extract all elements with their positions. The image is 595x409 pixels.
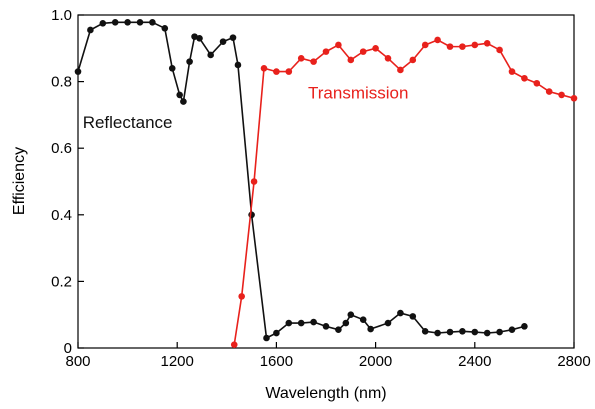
reflectance-point [186,58,193,65]
series-transmission: Transmission [230,36,578,348]
reflectance-point [384,319,392,327]
reflectance-point [508,326,516,333]
reflectance-point [367,325,374,333]
reflectance-point [168,64,176,72]
x-tick-label: 2800 [557,353,590,370]
reflectance-point [496,328,503,336]
transmission-point [250,178,258,185]
reflectance-point [248,211,255,219]
reflectance-point [191,33,198,40]
reflectance-point [310,318,317,326]
reflectance-label: Reflectance [83,113,173,132]
transmission-point [230,341,238,348]
reflectance-point [87,26,94,34]
reflectance-point [446,328,454,336]
reflectance-point [180,98,187,105]
transmission-point [533,79,541,87]
x-tick-label: 2400 [458,353,491,370]
transmission-point [359,48,367,55]
transmission-point [335,41,342,49]
y-tick-label: 0 [64,340,72,357]
transmission-point [322,48,330,55]
transmission-point [446,43,454,50]
transmission-label: Transmission [308,83,408,102]
transmission-point [310,58,317,65]
series-reflectance: Reflectance [74,19,528,342]
transmission-point [409,56,417,64]
reflectance-point [397,309,404,317]
transmission-point [372,45,379,52]
reflectance-point [335,326,342,333]
reflectance-line [77,21,525,339]
x-axis-label: Wavelength (nm) [265,385,386,402]
reflectance-point [99,20,107,27]
transmission-point [297,54,305,62]
y-tick-label: 0.6 [51,140,72,157]
transmission-point [384,54,392,62]
reflectance-point [136,19,144,26]
x-tick-label: 1200 [161,353,194,370]
transmission-point [347,56,355,64]
y-tick-label: 1.0 [51,7,72,24]
transmission-point [496,46,503,54]
transmission-point [483,40,491,47]
transmission-point [521,74,528,82]
x-tick-label: 1600 [260,353,293,370]
reflectance-point [111,19,119,26]
reflectance-point [483,329,491,337]
reflectance-point [263,334,270,342]
transmission-point [471,41,479,49]
reflectance-point [297,319,305,327]
reflectance-point [161,25,169,32]
reflectance-point [234,61,242,69]
transmission-point [434,36,441,44]
transmission-point [570,94,578,102]
y-tick-label: 0.4 [51,207,72,224]
x-tick-label: 2000 [359,353,392,370]
reflectance-point [342,319,350,327]
reflectance-point [176,91,183,99]
y-axis-label: Efficiency [11,147,28,215]
reflectance-point [207,51,214,59]
transmission-point [397,66,404,74]
reflectance-point [285,319,293,327]
reflectance-point [219,38,227,45]
reflectance-point [124,19,131,26]
transmission-point [558,91,565,99]
plot-frame [77,14,575,349]
y-tick-label: 0.8 [51,74,72,91]
reflectance-point [273,329,280,337]
reflectance-point [229,34,237,41]
transmission-point [421,41,429,49]
reflectance-point [149,19,156,26]
reflectance-point [74,68,82,75]
transmission-point [260,64,268,72]
reflectance-point [521,323,528,330]
reflectance-point [359,316,367,323]
axis-ticks: 800 1200 1600 2000 2400 2800 0 0.2 0.4 0.6 0.8 1.0 [51,7,591,370]
transmission-point [273,68,280,75]
reflectance-point [459,328,466,335]
reflectance-point [471,328,479,336]
series-layer: Reflectance Transmission [74,19,578,348]
y-tick-label: 0.2 [51,273,72,290]
reflectance-point [196,35,203,42]
transmission-point [508,68,516,75]
reflectance-point [409,313,417,320]
transmission-point [238,293,245,300]
reflectance-point [347,311,355,319]
reflectance-point [421,328,429,335]
transmission-point [459,43,466,50]
transmission-point [285,68,293,75]
x-tick-label: 800 [65,353,90,370]
reflectance-point [322,323,330,330]
reflectance-point [434,329,441,337]
transmission-point [545,88,553,95]
